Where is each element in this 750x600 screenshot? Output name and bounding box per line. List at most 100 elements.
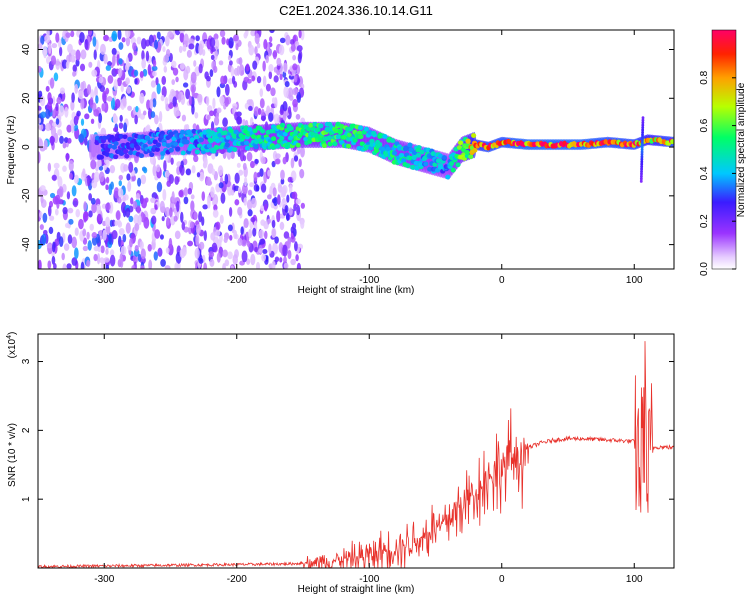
ridge-blob (189, 137, 195, 143)
noise-speckle (287, 249, 292, 260)
noise-speckle (260, 183, 267, 193)
noise-speckle (288, 184, 293, 194)
noise-speckle (250, 197, 257, 209)
noise-speckle (67, 234, 73, 245)
noise-speckle (246, 78, 252, 84)
noise-speckle (62, 165, 67, 172)
noise-speckle (91, 232, 98, 239)
noise-speckle (71, 185, 77, 197)
ridge-blob (288, 126, 294, 131)
noise-speckle (166, 216, 170, 226)
noise-speckle (62, 206, 68, 215)
ridge-blob (207, 137, 213, 143)
noise-speckle (222, 249, 228, 258)
noise-speckle (116, 196, 122, 204)
noise-speckle (87, 240, 92, 251)
noise-speckle (267, 218, 272, 224)
x-tick-label: 0 (499, 275, 505, 286)
ridge-blob (460, 147, 466, 153)
noise-speckle (266, 194, 272, 200)
noise-speckle (212, 209, 219, 218)
noise-speckle (160, 258, 166, 267)
noise-speckle (171, 90, 177, 97)
noise-speckle (283, 62, 288, 73)
noise-speckle (299, 168, 305, 179)
ridge-blob (122, 134, 128, 140)
noise-speckle (145, 50, 150, 62)
ridge-spike (641, 133, 644, 137)
noise-speckle (265, 54, 270, 64)
noise-speckle (288, 207, 293, 216)
noise-speckle (38, 138, 44, 150)
snr-frame (37, 333, 675, 569)
noise-speckle (63, 243, 70, 251)
ridge-blob (445, 174, 451, 180)
noise-speckle (206, 180, 213, 186)
noise-speckle (175, 76, 179, 83)
noise-speckle (236, 162, 241, 168)
noise-speckle (271, 219, 276, 229)
noise-speckle (210, 232, 216, 241)
noise-speckle (106, 96, 113, 102)
noise-speckle (234, 199, 240, 206)
noise-speckle (285, 212, 290, 221)
noise-speckle (260, 219, 266, 226)
noise-speckle (262, 248, 268, 254)
noise-speckle (153, 251, 159, 261)
noise-speckle (105, 248, 109, 255)
ridge-spike (640, 169, 643, 174)
noise-speckle (109, 254, 116, 267)
noise-speckle (52, 109, 56, 118)
noise-speckle (203, 262, 208, 269)
noise-speckle (249, 160, 255, 169)
noise-speckle (68, 160, 74, 172)
noise-speckle (151, 215, 157, 225)
noise-speckle (107, 61, 112, 67)
noise-speckle (264, 203, 268, 212)
noise-speckle (167, 30, 174, 38)
noise-speckle (188, 43, 195, 50)
noise-speckle (271, 260, 276, 269)
noise-speckle (105, 65, 112, 71)
noise-speckle (248, 105, 253, 112)
ridge-blob (145, 136, 151, 142)
noise-speckle (137, 177, 142, 187)
snr-x-label: Height of straight line (km) (298, 584, 415, 595)
noise-speckle (220, 192, 226, 204)
noise-speckle (248, 228, 253, 239)
ridge-blob (279, 122, 286, 128)
ridge-blob (154, 147, 161, 152)
ridge-blob (194, 149, 200, 155)
ridge-blob (464, 149, 470, 155)
noise-speckle (296, 204, 301, 216)
noise-speckle (205, 96, 210, 106)
noise-speckle (176, 200, 180, 213)
noise-speckle (146, 99, 151, 110)
noise-speckle (218, 60, 224, 66)
colorbar-tick-label: 0.8 (699, 70, 710, 84)
noise-speckle (250, 253, 256, 266)
noise-speckle (203, 157, 208, 167)
noise-speckle (169, 207, 173, 218)
ridge-blob (104, 152, 110, 157)
ridge-blob (101, 135, 108, 141)
noise-speckle (147, 63, 151, 76)
noise-speckle (39, 95, 46, 107)
noise-speckle (219, 30, 226, 38)
ridge-blob (224, 142, 230, 148)
noise-speckle (154, 114, 159, 125)
noise-speckle (171, 60, 177, 68)
noise-speckle (95, 95, 99, 104)
noise-speckle (154, 39, 159, 50)
noise-speckle (227, 55, 232, 61)
noise-speckle (213, 33, 219, 40)
noise-speckle (245, 30, 249, 37)
ridge-blob (397, 145, 403, 151)
noise-speckle (259, 98, 265, 109)
spectrogram-x-ticks: -300 -200 -100 0 100 (94, 30, 643, 286)
ridge-blob (448, 161, 455, 166)
noise-speckle (58, 105, 65, 117)
noise-speckle (243, 218, 249, 229)
noise-speckle (247, 189, 253, 196)
noise-speckle (98, 112, 103, 124)
